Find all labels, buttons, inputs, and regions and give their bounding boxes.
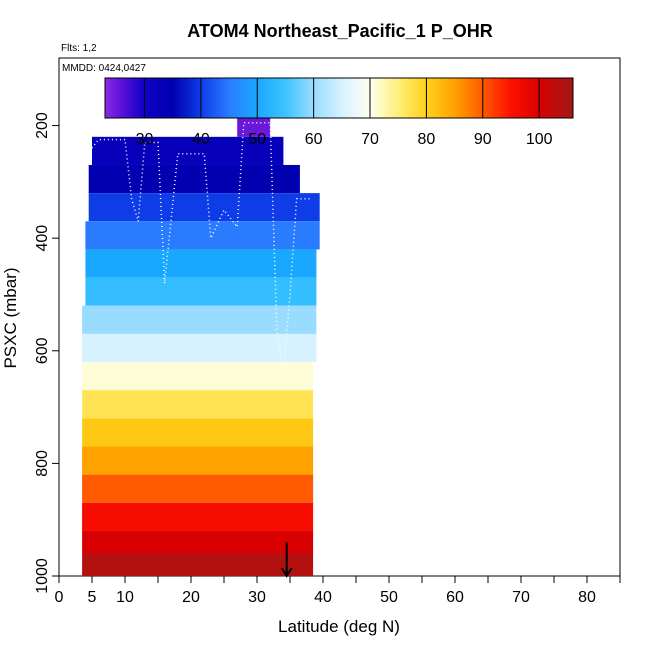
heatmap-band (82, 418, 314, 447)
y-tick-label: 800 (34, 450, 51, 477)
colorbar-tick-label: 60 (305, 131, 323, 148)
heatmap-band (85, 249, 317, 278)
heatmap-band (82, 474, 314, 503)
x-tick-label: 60 (446, 589, 464, 606)
x-tick-label: 0 (55, 589, 64, 606)
x-tick-label: 80 (578, 589, 596, 606)
heatmap-band (82, 530, 314, 554)
colorbar-tick-label: 90 (474, 131, 492, 148)
x-axis: 0 5 10 20 30 40 50 60 70 80 (55, 576, 621, 606)
flight-track-layer (91, 122, 310, 374)
colorbar-tick-label: 30 (136, 131, 154, 148)
heatmap-layer (82, 108, 320, 576)
x-tick-label: 20 (182, 589, 200, 606)
y-axis-label: PSXC (mbar) (1, 267, 20, 368)
colorbar-tick-label: 70 (361, 131, 379, 148)
heatmap-band (82, 390, 314, 419)
marker-layer (280, 542, 293, 578)
y-tick-label: 400 (34, 225, 51, 252)
heatmap-band (82, 333, 317, 363)
colorbar-gradient (104, 77, 574, 119)
colorbar-tick-label: 80 (417, 131, 435, 148)
flight-track (91, 122, 310, 374)
heatmap-band (88, 193, 320, 222)
colorbar: 30 40 50 60 70 80 90 100 (104, 77, 574, 148)
flights-label: Flts: 1,2 (61, 43, 97, 54)
heatmap-band (82, 305, 317, 334)
x-tick-label: 10 (116, 589, 134, 606)
x-tick-label: 5 (88, 589, 97, 606)
heatmap-band (82, 446, 314, 475)
y-axis: 200 400 600 800 1000 (34, 112, 59, 594)
heatmap-band (82, 553, 314, 576)
x-tick-label: 70 (512, 589, 530, 606)
heatmap-band (85, 221, 320, 250)
heatmap-band (88, 164, 300, 194)
heatmap-band (92, 136, 284, 165)
y-tick-label: 200 (34, 112, 51, 139)
heatmap-band (85, 277, 317, 306)
x-tick-label: 40 (314, 589, 332, 606)
colorbar-tick-label: 100 (526, 131, 553, 148)
x-tick-label: 30 (248, 589, 266, 606)
heatmap-band (82, 502, 314, 531)
plot-frame (58, 57, 621, 577)
colorbar-tick-label: 50 (248, 131, 266, 148)
dates-label: MMDD: 0424,0427 (62, 63, 146, 74)
y-tick-label: 1000 (34, 558, 51, 594)
chart-title: ATOM4 Northeast_Pacific_1 P_OHR (187, 21, 492, 41)
x-axis-label: Latitude (deg N) (278, 617, 400, 636)
y-tick-label: 600 (34, 337, 51, 364)
colorbar-tick-label: 40 (192, 131, 210, 148)
arrow-marker-head (280, 567, 293, 578)
x-tick-label: 50 (380, 589, 398, 606)
heatmap-band (82, 362, 314, 391)
